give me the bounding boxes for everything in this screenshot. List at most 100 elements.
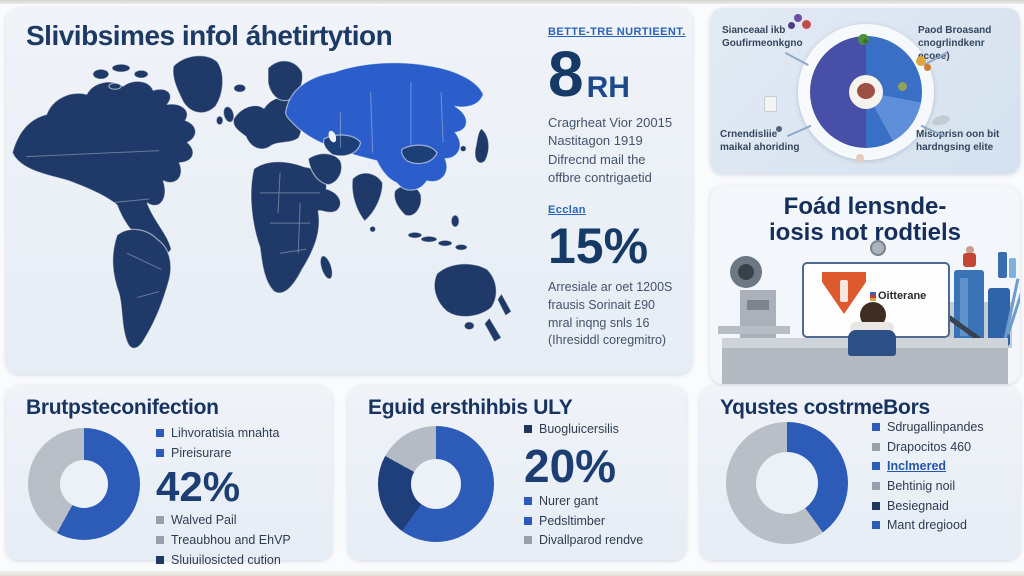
continent-south-america bbox=[112, 228, 172, 349]
side-table bbox=[718, 326, 790, 334]
bullet-item: Mant dregiood bbox=[872, 518, 1017, 534]
mongolia-inset bbox=[401, 144, 438, 165]
fish-icon bbox=[931, 113, 951, 128]
worker-figure bbox=[966, 246, 974, 254]
india bbox=[351, 172, 384, 222]
middle-east bbox=[307, 153, 343, 186]
bottle-icon bbox=[1009, 258, 1016, 278]
map-stats-panel: Slivibsimes infol áhetirtytion bbox=[6, 8, 692, 374]
bullet-marker-icon bbox=[156, 448, 164, 457]
donut-card-3: Yqustes costrmeBors Sdrugallinpandes Drap… bbox=[700, 386, 1020, 560]
bullet-item: Behtinig noil bbox=[872, 479, 1017, 495]
card-stat-value: 42% bbox=[156, 463, 241, 511]
plate-diagram bbox=[798, 24, 934, 160]
stats-column: BETTE-TRE NURTIEENT. 8 RH Cragrheat Vior… bbox=[548, 26, 688, 347]
seed-icon bbox=[776, 126, 782, 132]
grain-icon bbox=[916, 56, 926, 66]
plate-label-bottom-left: Crnendisliie maikal ahoriding bbox=[720, 129, 800, 153]
bullet-item: Treaubhou and EhVP bbox=[156, 533, 328, 549]
stat-block-1: BETTE-TRE NURTIEENT. 8 RH Cragrheat Vior… bbox=[548, 26, 688, 187]
bullet-marker-icon bbox=[524, 425, 532, 433]
clock-icon bbox=[870, 240, 886, 256]
factory-panel: Foád lensnde-iosis not rodtiels Oitteran… bbox=[710, 186, 1020, 384]
bullet-marker-icon bbox=[872, 462, 880, 471]
card-title: Brutpsteconifection bbox=[26, 396, 219, 419]
donut-chart bbox=[28, 428, 140, 540]
arrow-logo-icon bbox=[822, 272, 866, 282]
bullet-marker-icon bbox=[156, 555, 164, 564]
grain-icon bbox=[924, 64, 931, 71]
factory-illustration: Oitterane bbox=[710, 238, 1020, 384]
bullet-item: Sdrugallinpandes bbox=[872, 420, 1017, 436]
bullet-marker-icon bbox=[156, 535, 164, 544]
plate-ring bbox=[810, 36, 922, 148]
stat-1-description: Cragrheat Vior 20015 Nastitagon 1919 Difr… bbox=[548, 114, 673, 185]
stat-block-2: Ecclan 15% Arresiale ar oet 1200S frausis… bbox=[548, 204, 698, 350]
bullet-item: Walved Pail bbox=[156, 513, 328, 529]
bullet-item: Pedsltimber bbox=[524, 514, 682, 530]
bullet-marker-icon bbox=[872, 481, 880, 490]
bullet-marker-icon bbox=[872, 442, 880, 451]
worker-figure bbox=[963, 253, 976, 267]
stat-1-unit: RH bbox=[586, 70, 630, 104]
bullet-item: Drapocitos 460 bbox=[872, 440, 1017, 456]
bullet-marker-icon bbox=[524, 536, 532, 545]
card-stat-value: 20% bbox=[524, 439, 617, 492]
donut-card-1: Brutpsteconifection Lihvoratisia mnahta P… bbox=[6, 386, 332, 567]
new-zealand bbox=[496, 292, 513, 317]
bullet-item: Pireisurare bbox=[156, 446, 328, 462]
bullet-marker-icon bbox=[872, 521, 880, 530]
stat-1-header-link[interactable]: BETTE-TRE NURTIEENT. bbox=[548, 26, 686, 38]
berry-icon bbox=[794, 14, 802, 22]
greenland bbox=[172, 55, 224, 114]
broccoli-icon bbox=[863, 39, 868, 44]
donut-card-2: Eguid ersthihbis ULY Buogluicersilis 20% N… bbox=[348, 386, 686, 560]
bullet-item: Lihvoratisia mnahta bbox=[156, 426, 328, 442]
stat-1-value: 8 RH bbox=[548, 38, 688, 110]
page-title: Slivibsimes infol áhetirtytion bbox=[26, 20, 393, 51]
bullet-marker-icon bbox=[872, 501, 880, 510]
bullet-marker-icon bbox=[524, 516, 532, 525]
card-bullet-list: Lihvoratisia mnahta Pireisurare 42% Walved … bbox=[156, 422, 328, 572]
card-title: Eguid ersthihbis ULY bbox=[368, 396, 573, 419]
seated-person bbox=[848, 330, 896, 356]
bullet-marker-icon bbox=[872, 423, 880, 431]
stat-2-number: 15% bbox=[548, 218, 649, 274]
bullet-link-item[interactable]: Inclmered bbox=[872, 459, 1017, 475]
continent-australia bbox=[433, 263, 497, 318]
card-bullet-list: Buogluicersilis 20% Nurer gant Pedsltimber D… bbox=[524, 418, 682, 553]
world-map bbox=[11, 55, 513, 349]
bullet-marker-icon bbox=[156, 516, 164, 525]
plate-diagram-panel: Sianceaal ikb Goufirmeonkgno Paod Broasan… bbox=[710, 8, 1020, 174]
bullet-marker-icon bbox=[156, 429, 164, 437]
bullet-item: Buogluicersilis bbox=[524, 422, 682, 438]
food-blob-icon bbox=[857, 83, 875, 99]
berry-icon bbox=[802, 20, 811, 29]
factory-title: Foád lensnde-iosis not rodtiels bbox=[768, 193, 962, 246]
food-dot-icon bbox=[856, 154, 864, 162]
donut-chart bbox=[378, 426, 494, 542]
bullet-marker-icon bbox=[524, 496, 532, 505]
plate-center bbox=[849, 75, 883, 109]
monitor-label: Oitterane bbox=[878, 290, 927, 302]
card-title: Yqustes costrmeBors bbox=[720, 396, 930, 419]
bullet-item: Divallparod rendve bbox=[524, 533, 682, 549]
photo-top-border bbox=[0, 0, 1024, 4]
package-icon bbox=[764, 96, 777, 112]
plate-label-top-right: Paod Broasand cnogrlindkenr ecoee) bbox=[918, 25, 992, 62]
stat-2-description: Arresiale ar oet 1200S frausis Sorinait £… bbox=[548, 280, 673, 348]
mini-color-icon bbox=[870, 292, 876, 301]
vegetable-icon bbox=[898, 82, 907, 91]
donut-chart bbox=[726, 422, 848, 544]
plate-label-top-left: Sianceaal ikb Goufirmeonkgno bbox=[722, 25, 803, 49]
photo-bottom-border bbox=[0, 571, 1024, 576]
bullet-item: Sluiuilosicted cution bbox=[156, 553, 328, 569]
plate-label-bottom-right: Misoprisn oon bit hardngsing elite bbox=[916, 129, 1000, 153]
card-bullet-list: Sdrugallinpandes Drapocitos 460 Inclmered B… bbox=[872, 416, 1017, 538]
stat-2-header-link[interactable]: Ecclan bbox=[548, 204, 586, 216]
bullet-item: Besiegnaid bbox=[872, 499, 1017, 515]
bottle-icon bbox=[998, 252, 1007, 278]
berry-icon bbox=[788, 22, 795, 29]
country-borders bbox=[26, 82, 444, 299]
stat-1-number: 8 bbox=[548, 38, 584, 110]
